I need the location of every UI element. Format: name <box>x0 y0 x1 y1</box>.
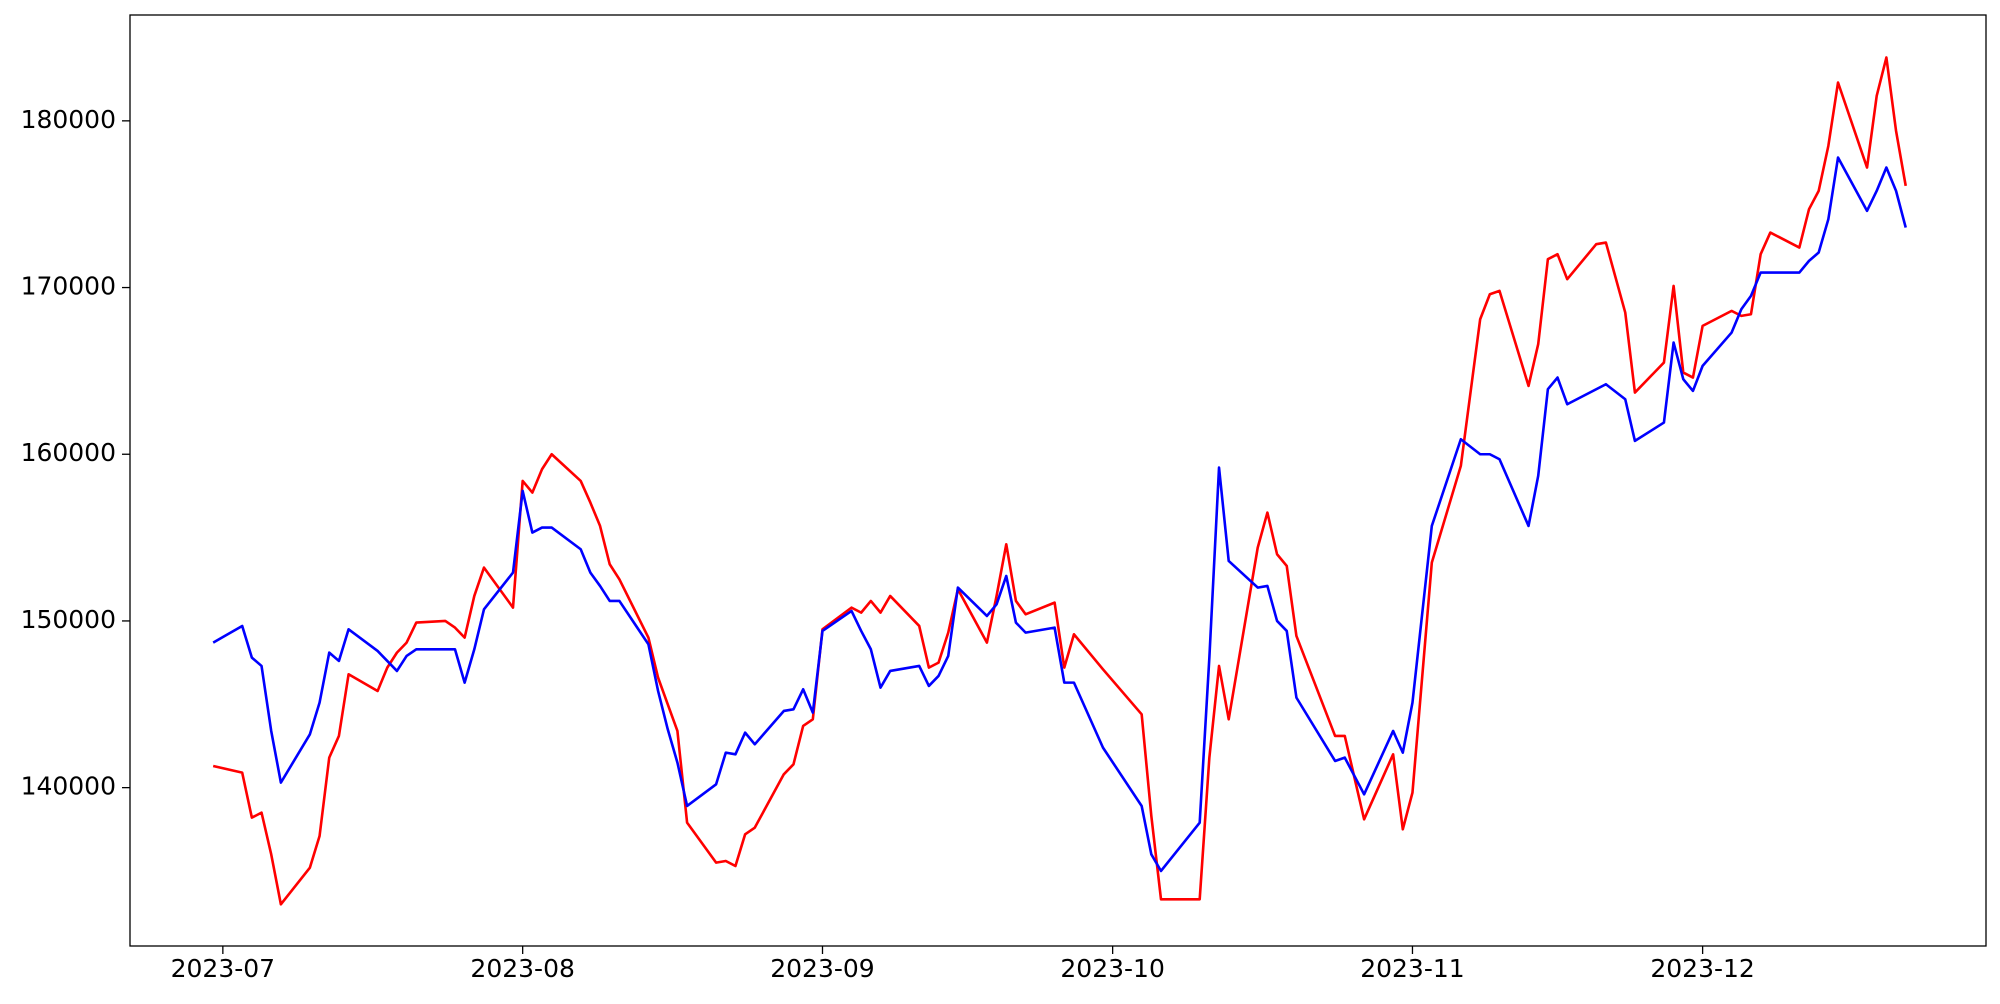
data-line <box>212 156 1907 873</box>
y-tick-label: 140000 <box>21 772 116 801</box>
x-tick-label: 2023-12 <box>1650 954 1754 983</box>
x-tick-label: 2023-11 <box>1360 954 1464 983</box>
y-tick-label: 180000 <box>21 105 116 134</box>
x-tick-label: 2023-10 <box>1060 954 1164 983</box>
y-tick-label: 160000 <box>21 438 116 467</box>
plot-frame <box>129 14 1987 947</box>
x-tick-label: 2023-08 <box>470 954 574 983</box>
x-tick-label: 2023-09 <box>770 954 874 983</box>
y-tick-label: 150000 <box>21 605 116 634</box>
x-tick-label: 2023-07 <box>171 954 275 983</box>
data-line <box>212 56 1908 906</box>
y-tick-label: 170000 <box>21 272 116 301</box>
